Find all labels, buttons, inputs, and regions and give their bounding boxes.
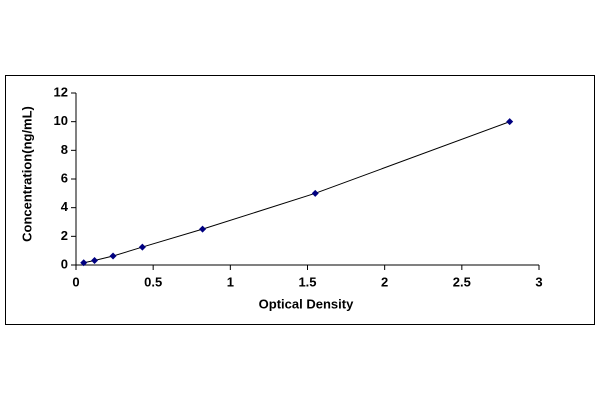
y-tick-label: 4 (61, 199, 69, 214)
x-tick-label: 2.5 (453, 274, 471, 289)
data-point (506, 118, 514, 126)
x-tick-label: 0.5 (144, 274, 162, 289)
x-tick-label: 1.5 (298, 274, 316, 289)
y-axis-label: Concentration(ng/mL) (19, 106, 34, 242)
y-tick-label: 12 (54, 84, 68, 99)
data-point (199, 225, 207, 233)
x-axis-label: Optical Density (259, 296, 354, 311)
data-point (109, 252, 117, 260)
y-tick-label: 6 (61, 170, 68, 185)
y-tick-label: 10 (54, 113, 68, 128)
x-tick-label: 3 (535, 274, 542, 289)
y-tick-label: 8 (61, 142, 68, 157)
x-tick-label: 1 (227, 274, 234, 289)
y-tick-label: 2 (61, 228, 68, 243)
chart-frame (5, 75, 595, 325)
data-point (91, 257, 99, 265)
data-point (80, 259, 88, 267)
x-tick-label: 2 (381, 274, 388, 289)
x-tick-label: 0 (72, 274, 79, 289)
y-tick-label: 0 (61, 256, 68, 271)
data-point (311, 189, 319, 197)
data-point (138, 243, 146, 251)
